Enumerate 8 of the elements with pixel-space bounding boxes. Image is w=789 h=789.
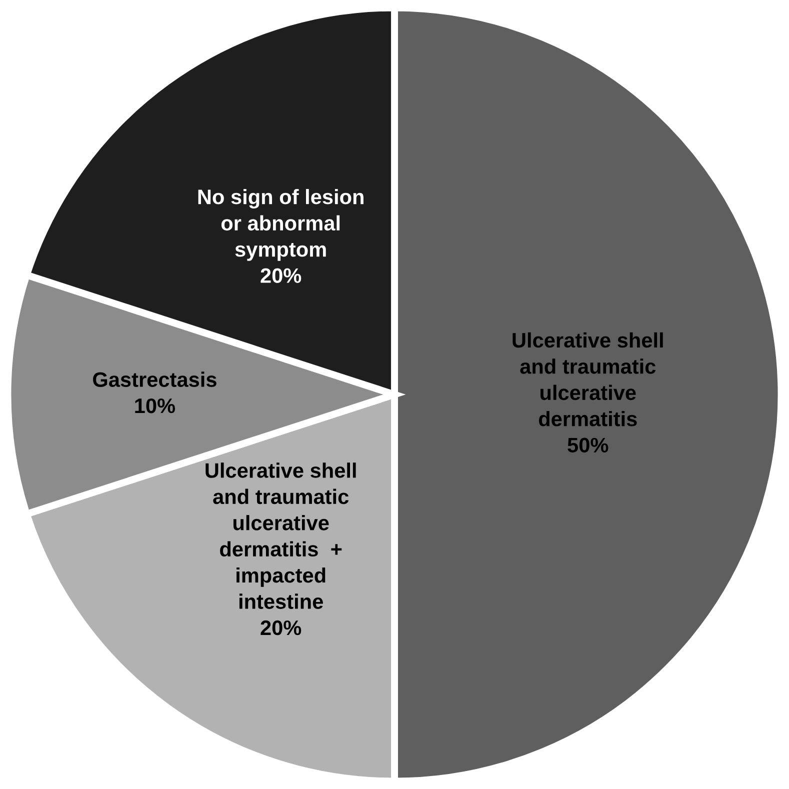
- data-label: 20%: [260, 620, 302, 636]
- slice-label: Gastrectasis: [93, 372, 216, 387]
- data-label: 10%: [135, 398, 176, 414]
- slice-label: No sign of lesion or abnormal symptom: [198, 188, 364, 261]
- slice-label: Ulcerative shell and traumatic ulcerative dermatitis: [512, 332, 663, 426]
- data-label: 50%: [568, 438, 608, 453]
- slice-label: Ulcerative shell and traumatic ulcerative dermatitis + impacted intestine: [206, 462, 356, 609]
- data-label: 20%: [260, 268, 302, 284]
